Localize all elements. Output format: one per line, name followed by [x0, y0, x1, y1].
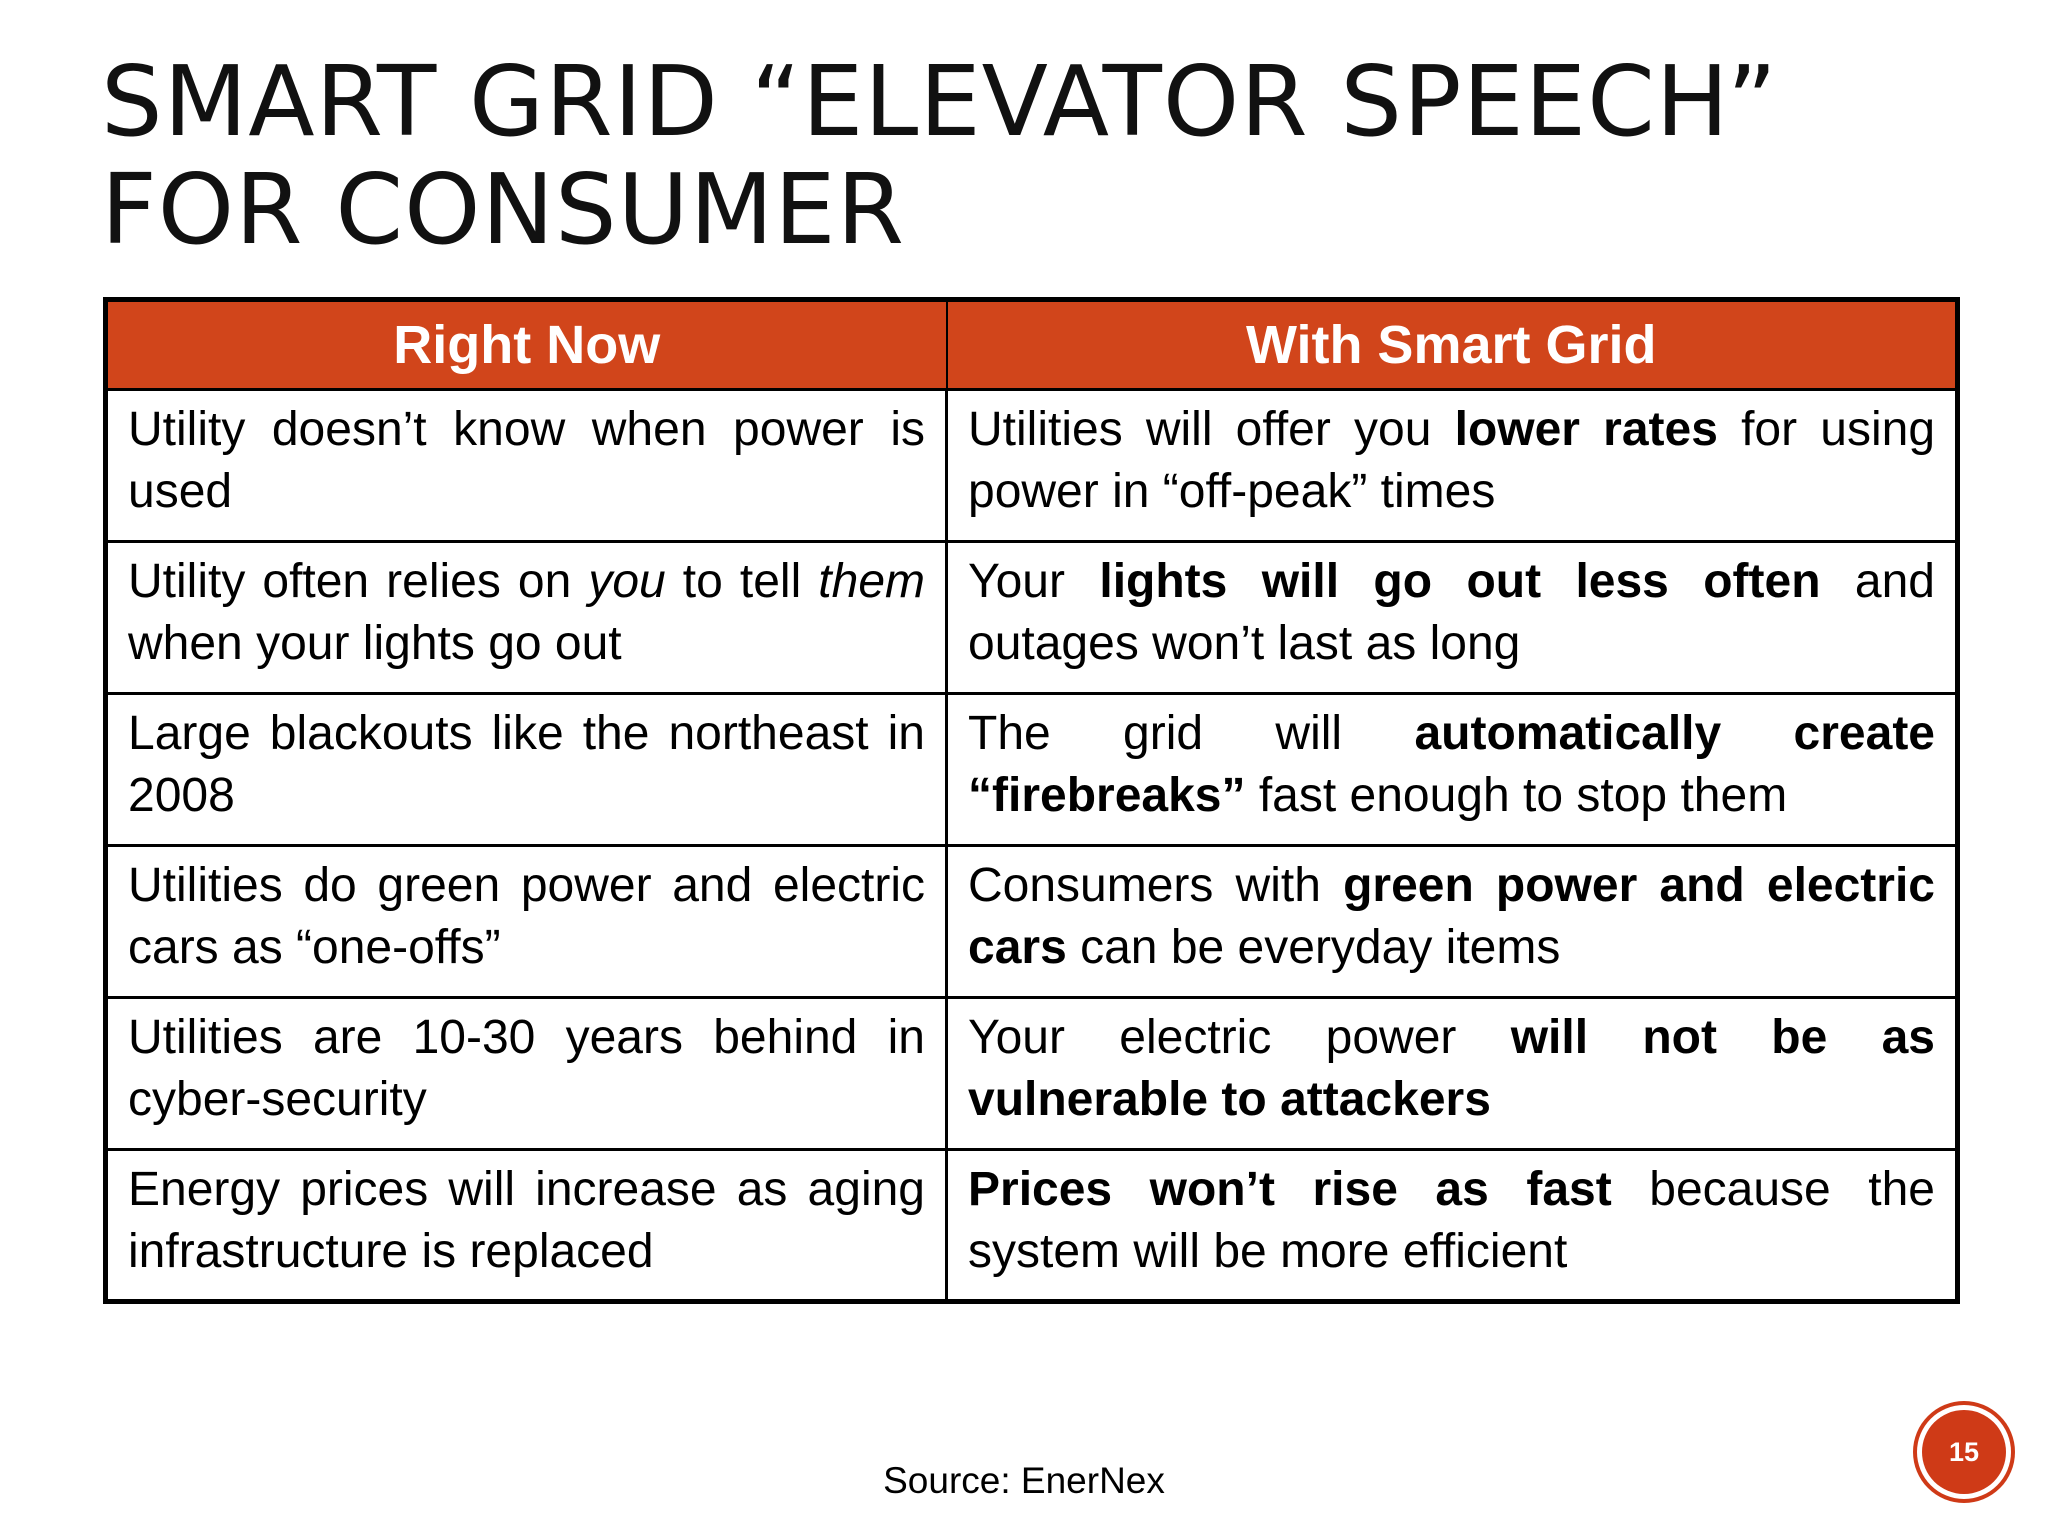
cell-with-smart-grid: Prices won’t rise as fast because the sy… — [945, 1148, 1959, 1303]
italic-text: them — [818, 555, 925, 608]
cell-text: Energy prices will increase as aging inf… — [128, 1163, 925, 1278]
cell-text: Utilities do green power and electric ca… — [128, 859, 925, 974]
cell-text: fast enough to stop them — [1245, 769, 1788, 822]
cell-text: Utilities will offer you — [968, 403, 1455, 456]
bold-text: green power and electric cars — [968, 859, 1935, 974]
table-row: Utilities are 10-30 years behind in cybe… — [104, 996, 1959, 1151]
cell-with-smart-grid: Utilities will offer you lower rates for… — [945, 388, 1959, 543]
bold-text: will not be as vulnerable to attackers — [968, 1011, 1935, 1126]
cell-with-smart-grid: The grid will automatically create “fire… — [945, 692, 1959, 847]
italic-text: you — [588, 555, 666, 608]
table-row: Utility often relies on you to tell them… — [104, 540, 1959, 695]
cell-right-now: Utilities are 10-30 years behind in cybe… — [104, 996, 948, 1151]
cell-text: and outages won’t last as long — [968, 555, 1936, 670]
table-row: Utilities do green power and electric ca… — [104, 844, 1959, 999]
cell-with-smart-grid: Your lights will go out less often and o… — [945, 540, 1959, 695]
cell-right-now: Energy prices will increase as aging inf… — [104, 1148, 948, 1303]
table-body: Utility doesn’t know when power is used U… — [104, 388, 1959, 1303]
bold-text: lower rates — [1454, 403, 1718, 456]
cell-text: Utilities are 10-30 years behind in cybe… — [128, 1011, 925, 1126]
cell-text: can be everyday items — [1066, 921, 1561, 974]
bold-text: Prices won’t rise as fast — [968, 1163, 1612, 1216]
header-with-smart-grid: With Smart Grid — [945, 298, 1959, 391]
cell-text: Utility often relies on — [128, 555, 589, 608]
cell-right-now: Large blackouts like the northeast in 20… — [104, 692, 948, 847]
bold-text: automatically create “firebreaks” — [968, 707, 1935, 822]
cell-text: Utility doesn’t know when power is used — [128, 403, 925, 518]
cell-text: Your — [968, 555, 1100, 608]
page-number-badge: 15 — [1922, 1410, 2006, 1494]
cell-text: for using power in “off-peak” times — [968, 403, 1936, 518]
cell-with-smart-grid: Consumers with green power and electric … — [945, 844, 1959, 999]
title-line-1: SMART GRID “ELEVATOR SPEECH” — [101, 45, 1778, 158]
table-header-row: Right Now With Smart Grid — [104, 298, 1959, 391]
cell-text: The grid will — [968, 707, 1415, 760]
cell-text: when your lights go out — [128, 617, 622, 670]
cell-text: Large blackouts like the northeast in 20… — [128, 707, 925, 822]
cell-right-now: Utility often relies on you to tell them… — [104, 540, 948, 695]
header-right-now: Right Now — [104, 298, 948, 391]
cell-text: because the system will be more efficien… — [968, 1163, 1935, 1278]
cell-with-smart-grid: Your electric power will not be as vulne… — [945, 996, 1959, 1151]
cell-text: Consumers with — [968, 859, 1344, 912]
title-line-2: FOR CONSUMER — [101, 153, 905, 266]
table-row: Energy prices will increase as aging inf… — [104, 1148, 1959, 1303]
table-row: Utility doesn’t know when power is used U… — [104, 388, 1959, 543]
table-row: Large blackouts like the northeast in 20… — [104, 692, 1959, 847]
cell-right-now: Utilities do green power and electric ca… — [104, 844, 948, 999]
cell-right-now: Utility doesn’t know when power is used — [104, 388, 948, 543]
comparison-table: Right Now With Smart Grid Utility doesn’… — [103, 297, 1960, 1304]
bold-text: lights will go out less often — [1099, 555, 1821, 608]
slide-title: SMART GRID “ELEVATOR SPEECH” FOR CONSUME… — [101, 48, 1961, 264]
source-caption: Source: EnerNex — [883, 1460, 1165, 1501]
cell-text: Your electric power — [968, 1011, 1511, 1064]
cell-text: to tell — [665, 555, 819, 608]
